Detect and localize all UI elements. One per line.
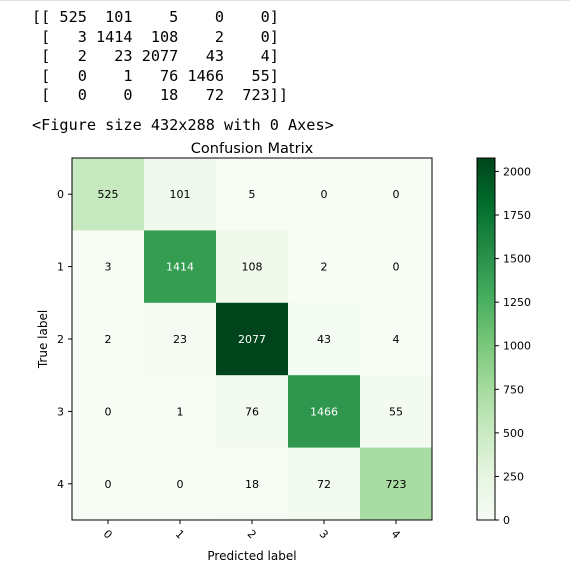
cell-value-label: 525	[98, 188, 119, 201]
x-tick-label: 2	[245, 527, 259, 541]
y-tick-label: 2	[57, 333, 64, 346]
matrix-print-line: [ 3 1414 108 2 0]	[32, 27, 279, 46]
heatmap-cell	[144, 375, 217, 449]
colorbar-tick-label: 1750	[503, 209, 531, 222]
cell-value-label: 0	[105, 405, 112, 418]
cell-value-label: 1	[177, 405, 184, 418]
cell-value-label: 76	[245, 405, 259, 418]
heatmap-cell	[72, 447, 145, 521]
colorbar-tick-label: 0	[503, 514, 510, 527]
heatmap-cells	[72, 158, 433, 521]
cell-value-label: 4	[393, 333, 400, 346]
cell-value-label: 3	[105, 261, 112, 274]
matrix-print-line: [ 0 0 18 72 723]]	[32, 86, 289, 104]
heatmap-cell	[288, 447, 361, 521]
cell-value-label: 0	[177, 478, 184, 491]
x-axis-label: Predicted label	[207, 549, 296, 563]
heatmap-cell	[72, 158, 145, 231]
y-tick-label: 3	[57, 405, 64, 418]
x-tick-label: 0	[101, 527, 115, 541]
x-tick-label: 4	[389, 527, 403, 541]
x-tick-label: 1	[173, 527, 187, 541]
x-axis-ticks: 0 1 2 3 4	[101, 520, 403, 541]
colorbar-tick-label: 1250	[503, 296, 531, 309]
cell-value-label: 23	[173, 333, 187, 346]
cell-value-label: 72	[317, 478, 331, 491]
heatmap-cell	[144, 230, 217, 304]
y-tick-label: 4	[57, 478, 64, 491]
heatmap-cell	[360, 158, 433, 231]
heatmap-cell	[72, 302, 145, 376]
colorbar-tick-label: 250	[503, 470, 524, 483]
cell-value-label: 1414	[166, 261, 194, 274]
heatmap-cell	[288, 158, 361, 231]
heatmap-cell	[216, 158, 289, 231]
cell-value-label: 0	[105, 478, 112, 491]
heatmap-cell	[288, 302, 361, 376]
colorbar-tick-label: 750	[503, 383, 524, 396]
cell-value-label: 5	[249, 188, 256, 201]
x-tick-label: 3	[317, 527, 331, 541]
heatmap-cell	[288, 375, 361, 449]
heatmap-cell	[360, 302, 433, 376]
cell-value-label: 108	[242, 261, 263, 274]
colorbar	[476, 157, 496, 521]
heatmap-cell	[216, 302, 289, 376]
y-tick-label: 0	[57, 188, 64, 201]
colorbar-tick-label: 1000	[503, 340, 531, 353]
cell-value-label: 18	[245, 478, 259, 491]
heatmap-cell	[360, 230, 433, 304]
cell-value-label: 0	[321, 188, 328, 201]
heatmap-cell	[144, 158, 217, 231]
cell-value-label: 101	[170, 188, 191, 201]
matrix-print-line: [ 2 23 2077 43 4]	[32, 47, 279, 65]
cell-value-label: 2	[321, 261, 328, 274]
figure-size-note: <Figure size 432x288 with 0 Axes>	[32, 116, 334, 134]
matrix-print-line: [[ 525 101 5 0 0]	[32, 8, 279, 26]
cell-value-label: 0	[393, 188, 400, 201]
heatmap-cell	[216, 447, 289, 521]
cell-value-label: 0	[393, 261, 400, 274]
heatmap-cell	[144, 302, 217, 376]
cell-value-label: 1466	[310, 405, 338, 418]
y-axis-ticks: 0 1 2 3 4	[57, 188, 72, 491]
heatmap-cell	[360, 447, 433, 521]
cell-value-label: 43	[317, 333, 331, 346]
colorbar-tick-label: 2000	[503, 165, 531, 178]
colorbar-tick-label: 1500	[503, 253, 531, 266]
chart-title: Confusion Matrix	[191, 141, 314, 157]
cell-value-label: 55	[389, 405, 403, 418]
matrix-print-line: [ 0 1 76 1466 55]	[32, 66, 279, 85]
heatmap-cell	[360, 375, 433, 449]
cell-value-label: 2077	[238, 333, 266, 346]
heatmap-cell	[144, 447, 217, 521]
matrix-printout: [[ 525 101 5 0 0] [ 3 1414 108 2 0] [ 2 …	[32, 8, 288, 106]
colorbar-ticks: 0 250 500 750 1000 1250 1500 1750 2000	[495, 165, 531, 527]
heatmap-cell	[216, 230, 289, 304]
heatmap-cell	[288, 230, 361, 304]
heatmap-cell-labels: 525 101 5 0 0 3 1414 108 2 0 2 23 2077 43 4 0 1 76 1466 55 0…	[98, 188, 407, 491]
y-tick-label: 1	[57, 261, 64, 274]
heatmap-cell	[216, 375, 289, 449]
y-axis-label: True label	[36, 310, 50, 369]
heatmap-cell	[72, 375, 145, 449]
cell-value-label: 2	[105, 333, 112, 346]
heatmap-cell	[72, 230, 145, 304]
colorbar-tick-label: 500	[503, 427, 524, 440]
cell-top-border	[0, 0, 570, 1]
cell-value-label: 723	[386, 478, 407, 491]
